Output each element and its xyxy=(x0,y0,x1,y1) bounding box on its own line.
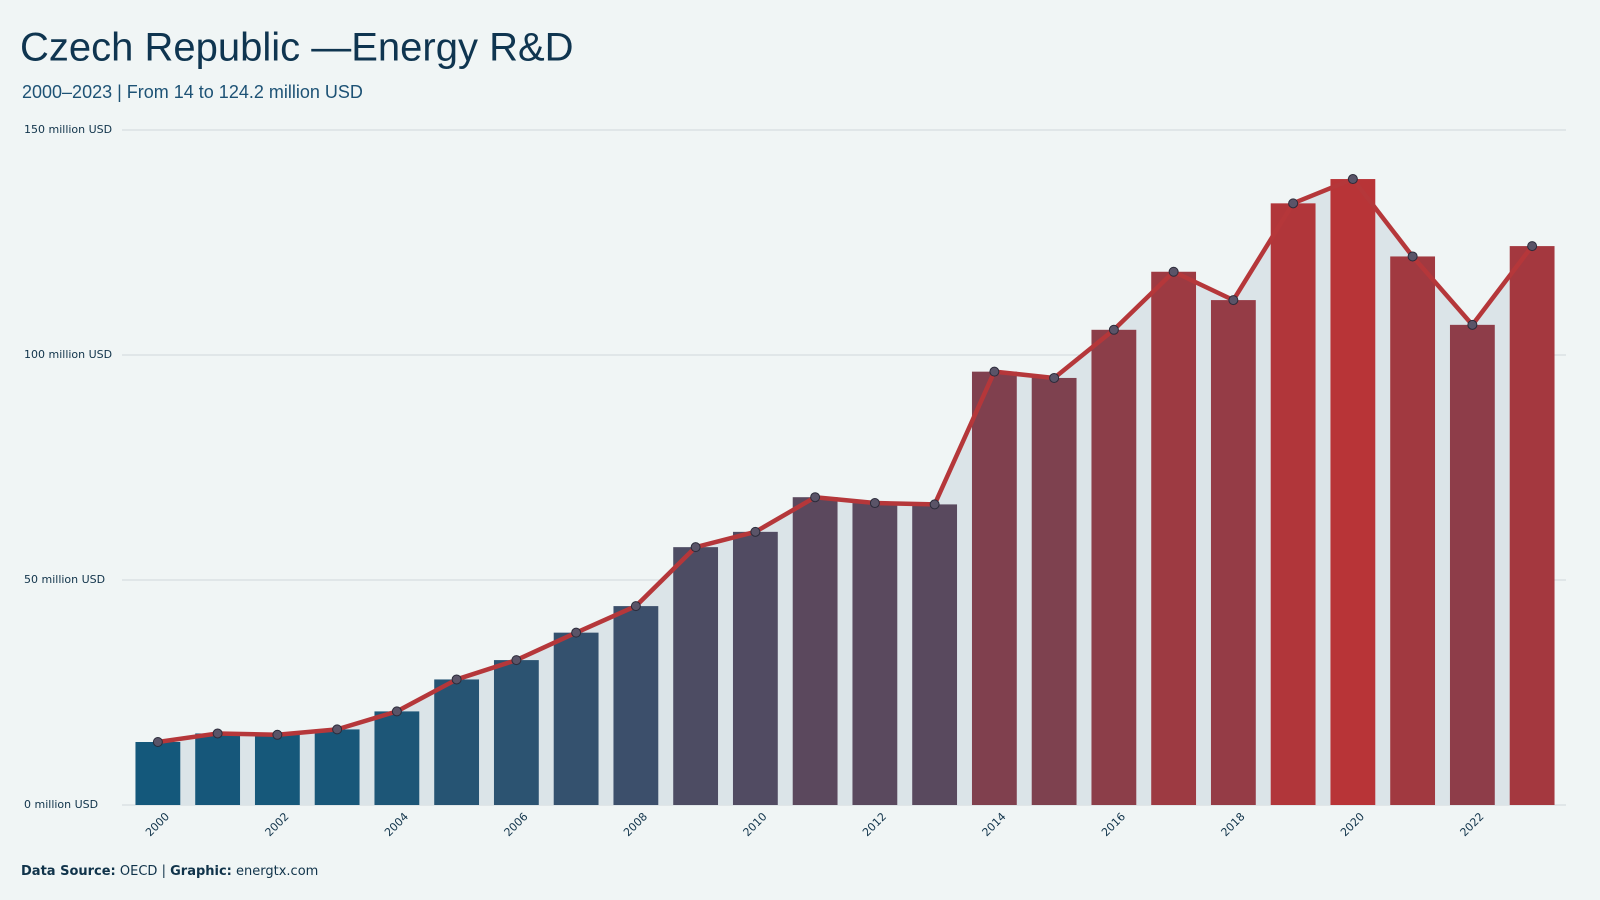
x-tick-label: 2022 xyxy=(1458,810,1487,839)
bar xyxy=(971,371,1017,805)
bar xyxy=(1210,300,1256,805)
line xyxy=(157,176,1534,745)
x-tick-label: 2006 xyxy=(502,810,531,839)
bar xyxy=(732,531,778,805)
bar xyxy=(1449,324,1495,805)
point xyxy=(391,706,402,717)
x-tick-label: 2010 xyxy=(741,810,770,839)
bar xyxy=(1330,179,1376,806)
point xyxy=(630,601,641,612)
bar xyxy=(374,711,420,805)
point xyxy=(690,542,701,553)
x-tick-label: 2004 xyxy=(382,810,411,839)
point xyxy=(451,674,462,685)
graphic-label: Graphic: xyxy=(170,864,232,879)
bar xyxy=(912,504,958,805)
bar xyxy=(1151,271,1197,805)
bar xyxy=(613,606,659,805)
footer: Data Source: OECD | Graphic: energtx.com xyxy=(21,864,318,879)
chart-title: Czech Republic —Energy R&D xyxy=(20,26,574,70)
source-label: Data Source: xyxy=(21,864,116,879)
x-tick-label: 2002 xyxy=(263,810,292,839)
point xyxy=(1108,324,1119,335)
bar xyxy=(254,734,300,805)
point xyxy=(989,366,1000,377)
graphic: energtx.com xyxy=(236,864,318,879)
source: OECD xyxy=(120,864,158,879)
point xyxy=(1407,251,1418,262)
bar xyxy=(553,632,599,805)
bar xyxy=(792,497,838,805)
bar xyxy=(195,733,241,805)
x-tick-label: 2014 xyxy=(980,810,1009,839)
point xyxy=(869,498,880,509)
x-tick-label: 2000 xyxy=(143,810,172,839)
point xyxy=(750,526,761,537)
bar xyxy=(1390,256,1436,805)
point xyxy=(571,627,582,638)
point xyxy=(1347,174,1358,185)
bar xyxy=(493,660,539,805)
bar xyxy=(1270,203,1316,806)
point xyxy=(1049,372,1060,383)
point xyxy=(1467,319,1478,330)
y-tick-label: 100 million USD xyxy=(24,348,112,361)
bar xyxy=(1509,246,1555,806)
point xyxy=(212,728,223,739)
bar xyxy=(1031,377,1077,805)
point xyxy=(511,655,522,666)
point xyxy=(1168,266,1179,277)
point xyxy=(929,499,940,510)
y-tick-label: 0 million USD xyxy=(24,798,98,811)
x-tick-label: 2018 xyxy=(1219,810,1248,839)
bar xyxy=(135,742,181,805)
point xyxy=(1228,295,1239,306)
x-tick-label: 2020 xyxy=(1338,810,1367,839)
point xyxy=(332,724,343,735)
point xyxy=(810,492,821,503)
point xyxy=(1288,198,1299,209)
point xyxy=(272,729,283,740)
point xyxy=(1527,241,1538,252)
point xyxy=(152,737,163,747)
bar xyxy=(673,547,719,805)
bar xyxy=(852,503,898,805)
x-tick-label: 2008 xyxy=(621,810,650,839)
y-tick-label: 150 million USD xyxy=(24,123,112,136)
bar xyxy=(314,729,360,805)
bar xyxy=(434,679,480,805)
area xyxy=(157,179,1533,806)
y-tick-label: 50 million USD xyxy=(24,573,105,586)
chart-subtitle: 2000–2023 | From 14 to 124.2 million USD xyxy=(22,82,363,102)
x-tick-label: 2012 xyxy=(860,810,889,839)
bar xyxy=(1091,329,1137,805)
x-tick-label: 2016 xyxy=(1099,810,1128,839)
